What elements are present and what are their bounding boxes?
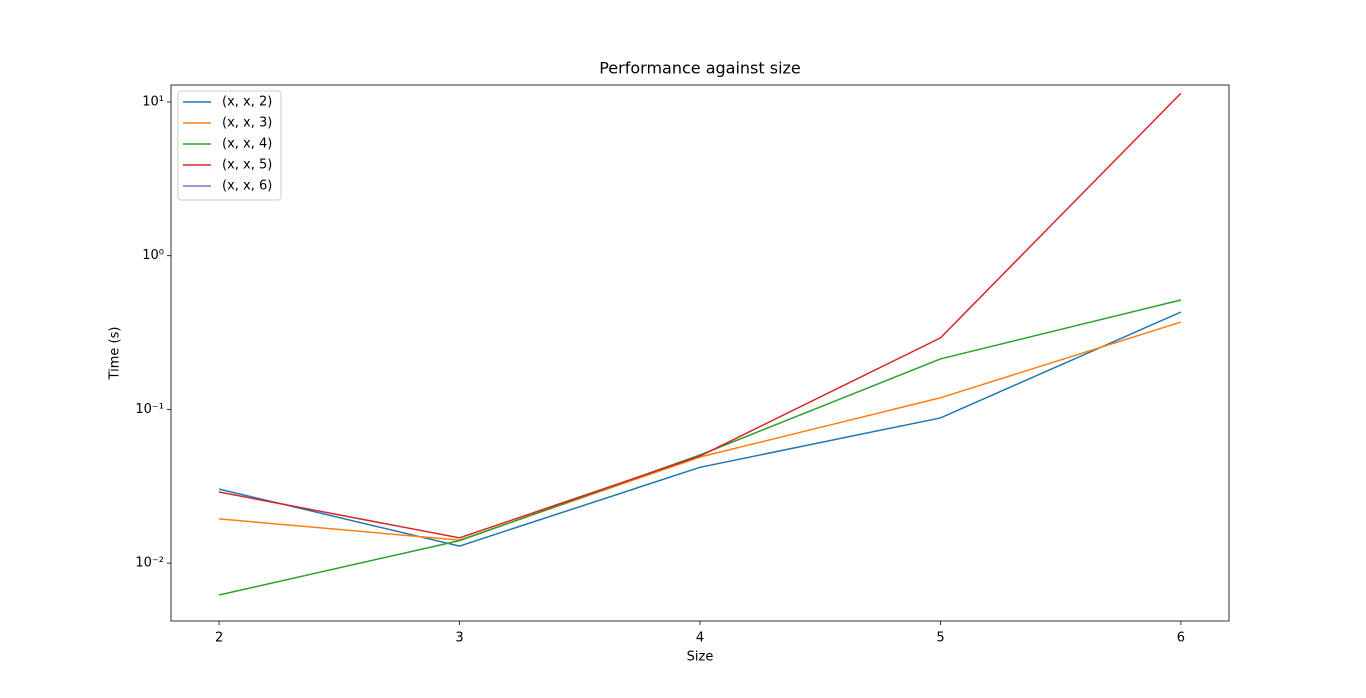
legend-label: (x, x, 4) [222, 137, 272, 152]
legend-label: (x, x, 3) [222, 116, 272, 131]
series-line [218, 311, 1182, 547]
y-tick-label: 10¹ [142, 94, 164, 109]
x-tick-label: 3 [455, 631, 463, 646]
y-tick-label: 10⁻¹ [135, 402, 164, 417]
y-axis-label: Time (s) [108, 327, 123, 381]
legend-label: (x, x, 6) [222, 179, 272, 194]
legend-label: (x, x, 5) [222, 158, 272, 173]
series-line [218, 299, 1182, 596]
x-tick-label: 6 [1177, 631, 1185, 646]
y-tick-label: 10⁰ [142, 248, 164, 263]
x-tick-label: 5 [936, 631, 944, 646]
series-line [219, 321, 1182, 541]
legend-box [177, 90, 282, 201]
chart-title: Performance against size [599, 59, 801, 78]
y-tick-label: 10⁻² [135, 556, 164, 571]
series-line [218, 92, 1182, 539]
legend-label: (x, x, 2) [222, 95, 272, 110]
x-tick-label: 4 [696, 631, 704, 646]
plot-frame [170, 84, 1230, 622]
x-axis-label: Size [687, 650, 714, 665]
x-tick-label: 2 [215, 631, 223, 646]
